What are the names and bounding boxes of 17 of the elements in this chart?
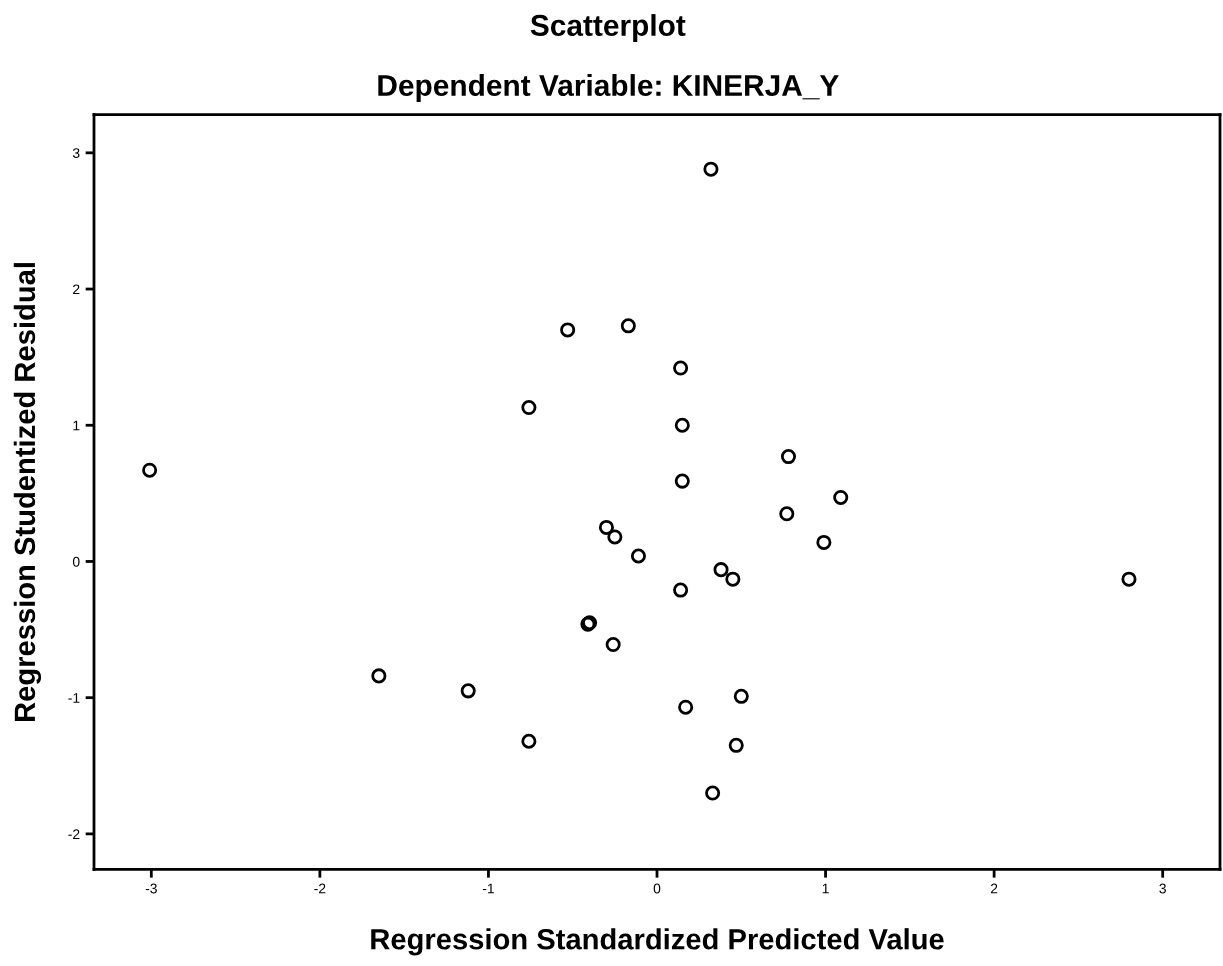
y-tick-label: -2 bbox=[68, 829, 80, 839]
y-tick-label: -1 bbox=[68, 693, 80, 703]
x-tick-label: 1 bbox=[822, 883, 829, 894]
x-tick-label: -1 bbox=[482, 883, 494, 894]
x-axis-title: Regression Standardized Predicted Value bbox=[371, 928, 944, 956]
y-tick-label: 2 bbox=[73, 284, 80, 295]
chart-title: Scatterplot bbox=[530, 14, 686, 42]
x-tick-label: 2 bbox=[990, 883, 998, 894]
x-tick-label: -3 bbox=[145, 883, 157, 894]
x-tick-label: 3 bbox=[1159, 883, 1166, 894]
y-axis-title: Regression Studentized Residual bbox=[13, 263, 42, 721]
y-tick-label: 1 bbox=[73, 420, 80, 431]
x-tick-label: 0 bbox=[653, 883, 661, 894]
y-tick-label: 0 bbox=[72, 556, 80, 567]
x-tick-label: -2 bbox=[314, 883, 326, 894]
y-tick-label: 3 bbox=[72, 148, 80, 159]
chart-subtitle: Dependent Variable: KINERJA_Y bbox=[378, 74, 839, 102]
